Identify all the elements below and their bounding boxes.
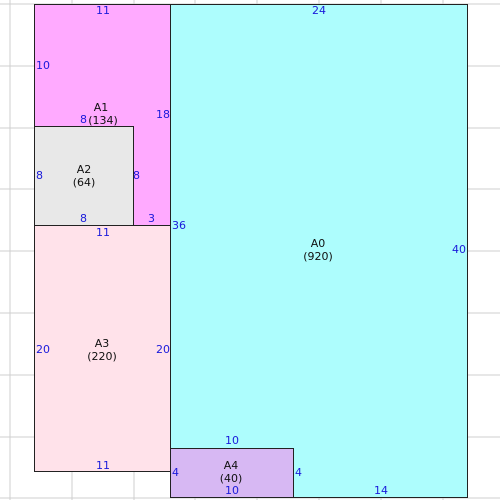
region-a1-name: A1 [93,101,109,114]
dim-a1-right: 18 [156,108,170,121]
region-a1-label: A1 (134) [81,101,121,127]
region-a4[interactable] [170,448,294,498]
dim-a3-left: 20 [36,343,50,356]
dim-a3-bottom: 11 [96,459,110,472]
dim-a4-top: 10 [225,434,239,447]
dim-a3-right: 20 [156,343,170,356]
dim-a2-right: 8 [133,169,140,182]
dim-a0-right: 40 [452,243,466,256]
dim-a4-bottom: 10 [225,484,239,497]
dim-a0-top: 24 [312,4,326,17]
region-a0-name: A0 [310,237,326,250]
region-a4-area: (40) [219,472,243,485]
region-a4-label: A4 (40) [211,459,251,485]
region-a3-area: (220) [87,350,117,363]
region-a2-area: (64) [72,176,96,189]
region-a4-name: A4 [223,459,239,472]
region-a3-label: A3 (220) [82,337,122,363]
dim-a3-top: 11 [96,226,110,239]
dim-a1-top: 11 [96,4,110,17]
dim-a1-left: 10 [36,59,50,72]
dim-a4-left: 4 [172,466,179,479]
dim-a0-bottom: 14 [374,484,388,497]
dim-a4-right: 4 [295,466,302,479]
region-a0-area: (920) [303,250,333,263]
dim-a2-left: 8 [36,169,43,182]
region-a0-label: A0 (920) [298,237,338,263]
dim-a1-inner: 3 [148,212,155,225]
region-a3-name: A3 [94,337,110,350]
dim-a1-bottom: 8 [80,113,87,126]
region-a2-name: A2 [76,163,92,176]
dim-a2-bottom: 8 [80,212,87,225]
region-a1-area: (134) [88,114,118,127]
region-a3[interactable] [34,225,171,472]
region-a2-label: A2 (64) [64,163,104,189]
dim-a0-left: 36 [172,219,186,232]
region-a2[interactable] [34,126,134,226]
region-a0[interactable] [170,4,468,498]
